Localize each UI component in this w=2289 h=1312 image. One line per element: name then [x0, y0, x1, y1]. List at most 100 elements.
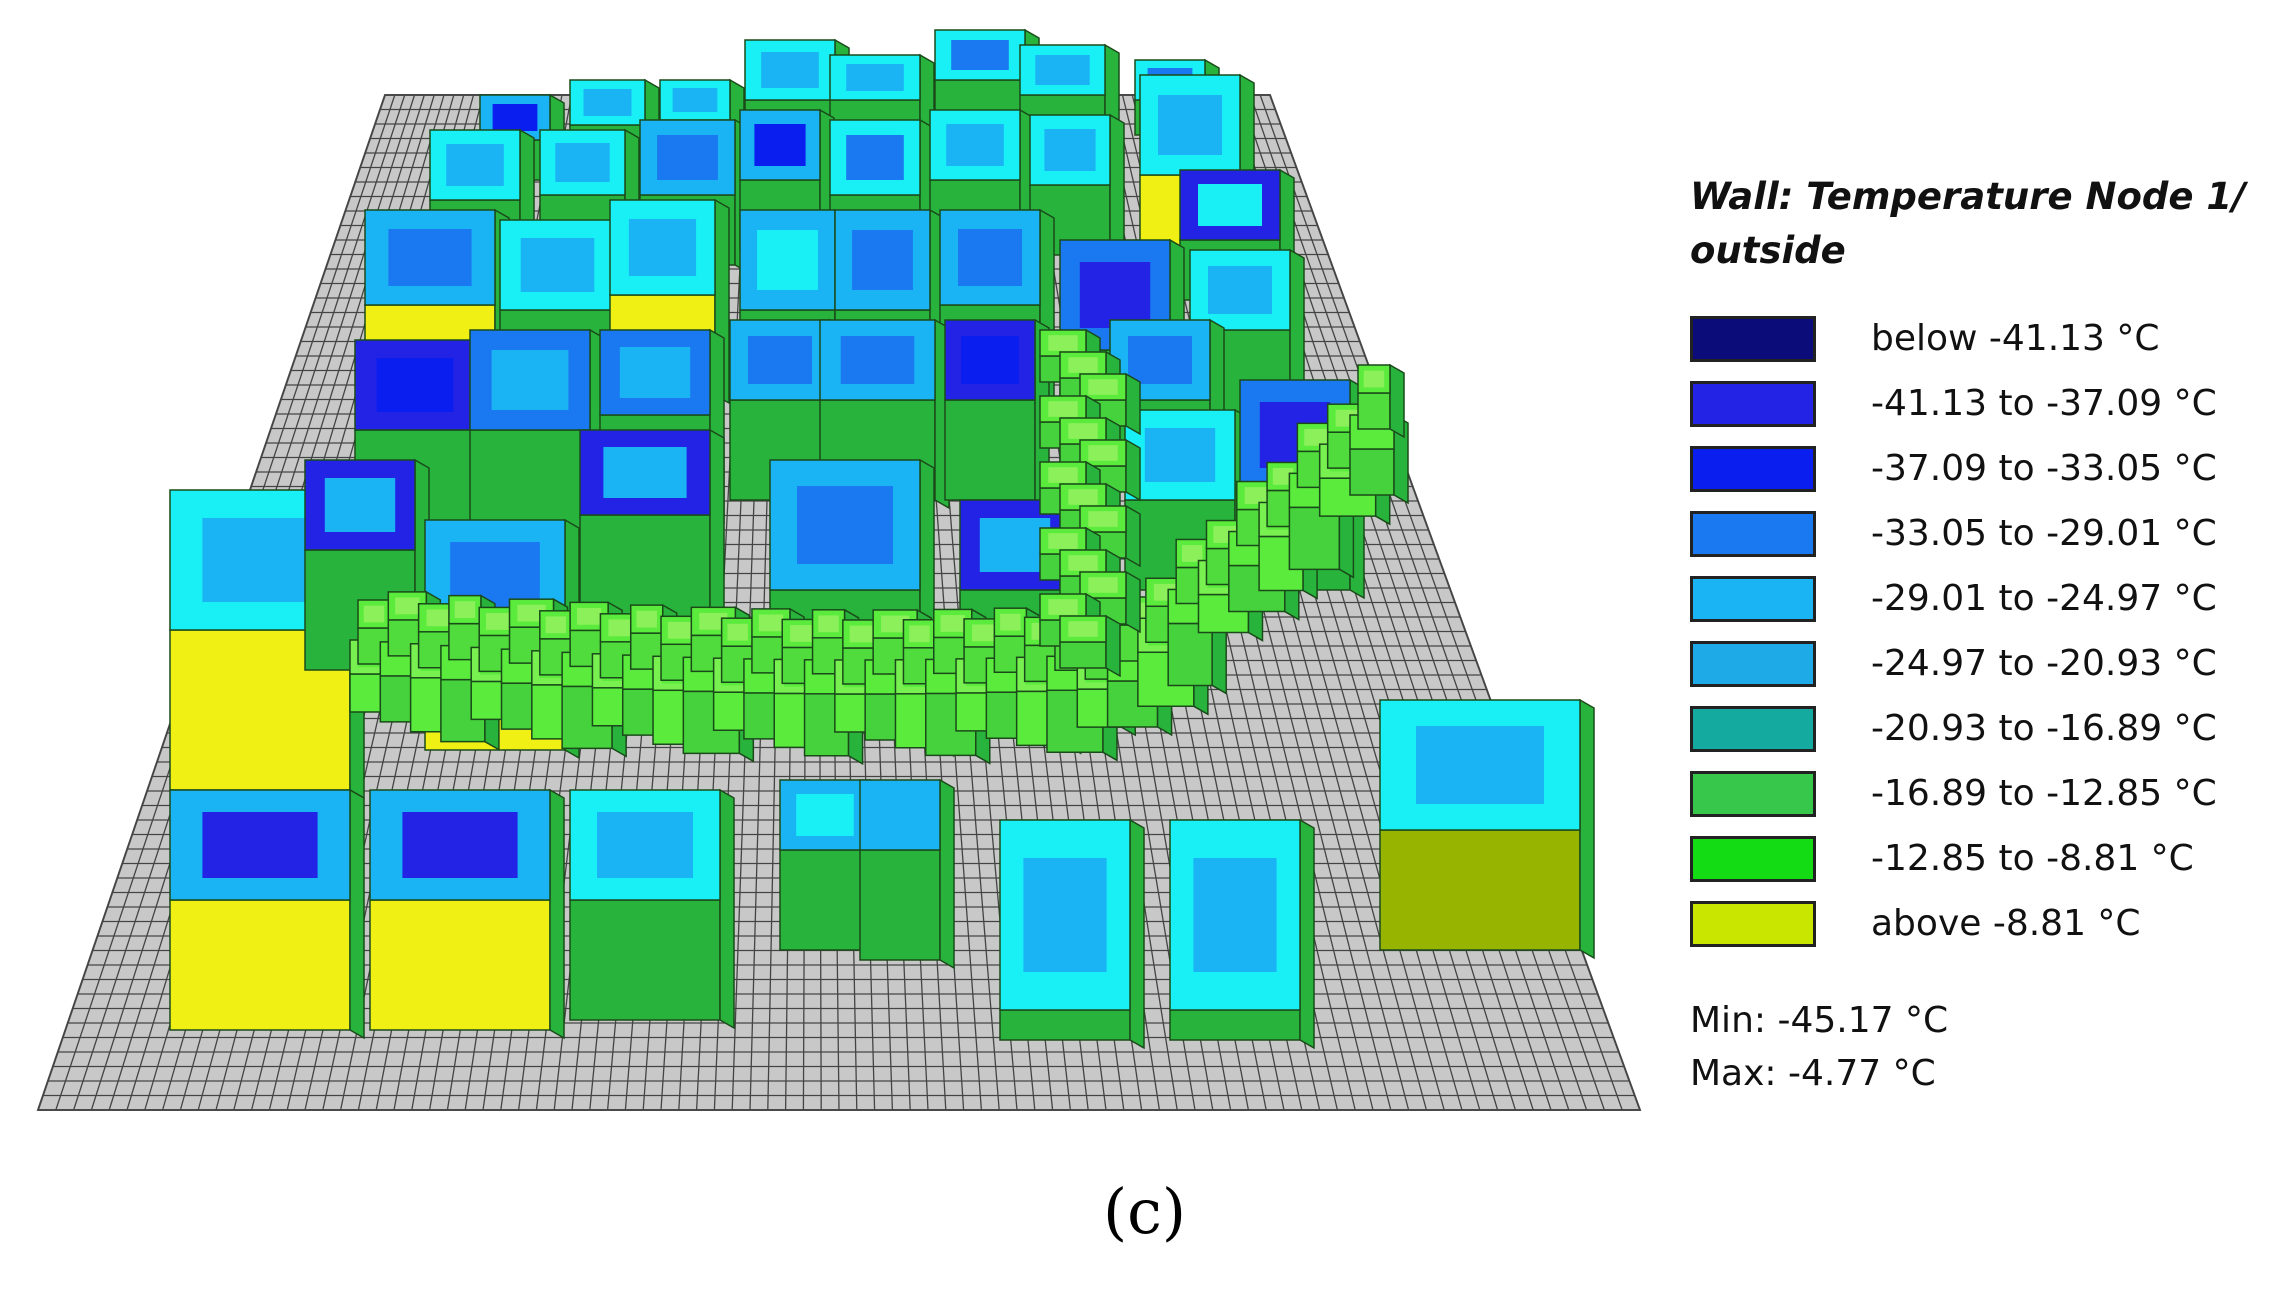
building-side-wall [719, 788, 735, 1030]
building-roof-core [324, 478, 396, 532]
building-roof-core [1363, 370, 1385, 388]
legend-item: below -41.13 °C [1690, 306, 2270, 371]
legend-title: Wall: Temperature Node 1/ outside [1690, 170, 2270, 278]
legend-item: -41.13 to -37.09 °C [1690, 371, 2270, 436]
building-roof-core [1068, 555, 1098, 571]
min-temperature: Min: -45.17 °C [1690, 1000, 1949, 1041]
legend-title-line-1: Wall: Temperature Node 1/ [1690, 175, 2246, 218]
building-block [999, 818, 1145, 1050]
building-roof-core [1048, 533, 1078, 549]
building-roof-core [1023, 858, 1107, 972]
building-side-wall [1389, 363, 1405, 439]
building-roof-core [727, 623, 748, 641]
building-front-wall [1357, 392, 1391, 430]
building-block [859, 778, 955, 970]
building-roof [811, 609, 846, 639]
legend-item: -12.85 to -8.81 °C [1690, 826, 2270, 891]
building-roof-core [1304, 428, 1329, 446]
building-front-wall [1379, 829, 1581, 951]
building-roof-core [1068, 621, 1098, 637]
building-front-wall [469, 429, 591, 531]
building-roof-core [597, 812, 693, 878]
building-roof-core [426, 609, 455, 627]
building-block [569, 788, 735, 1030]
building-roof-core [1088, 445, 1118, 461]
legend-item: -24.97 to -20.93 °C [1690, 631, 2270, 696]
building-roof [729, 319, 831, 401]
building-roof-core [1244, 487, 1273, 504]
building-roof-core [1416, 726, 1544, 804]
building-roof-core [818, 615, 839, 633]
building-front-wall [169, 899, 351, 1031]
building-roof-core [619, 347, 691, 398]
building-roof-core [657, 135, 718, 180]
building-roof-core [1048, 467, 1078, 483]
legend-rows: below -41.13 °C -41.13 to -37.09 °C -37.09… [1690, 306, 2270, 956]
building-roof-core [909, 625, 930, 643]
building-roof-core [846, 135, 904, 180]
building-side-wall [1125, 504, 1141, 568]
building-side-wall [1129, 818, 1145, 1050]
building-roof-core [951, 40, 1009, 70]
building-roof-core [545, 616, 567, 634]
building-roof [779, 779, 871, 851]
building-roof-core [1048, 401, 1078, 417]
building-roof-core [1128, 336, 1192, 384]
building-front-wall [369, 899, 551, 1031]
building-roof-core [608, 619, 637, 637]
legend-item: -16.89 to -12.85 °C [1690, 761, 2270, 826]
legend-item: -29.01 to -24.97 °C [1690, 566, 2270, 631]
building-roof-core [790, 625, 819, 642]
building-roof-core [202, 518, 318, 602]
building-block [1357, 363, 1405, 439]
city-buildings-render [36, 28, 1642, 1111]
building-roof-core [797, 486, 893, 564]
building-roof-core [958, 229, 1022, 286]
building-front-wall [859, 849, 941, 961]
legend-label: below -41.13 °C [1871, 318, 2160, 359]
building-side-wall [349, 788, 365, 1040]
legend-swatch [1690, 835, 1816, 882]
building-roof-core [1048, 599, 1078, 615]
building-front-wall [569, 899, 721, 1021]
building-roof-core [603, 447, 687, 498]
building-side-wall [1299, 818, 1315, 1050]
building-roof-core [758, 614, 784, 632]
building-roof-core [1158, 95, 1222, 155]
building-roof-core [1208, 266, 1272, 314]
building-roof-core [402, 812, 518, 878]
building-roof [1379, 699, 1581, 831]
building-roof-core [454, 601, 476, 619]
building-roof-core [1000, 613, 1021, 631]
legend-swatch [1690, 510, 1816, 557]
building-roof-core [846, 64, 904, 91]
legend-swatch [1690, 640, 1816, 687]
building-roof-core [672, 88, 718, 112]
building-roof-core [1181, 545, 1203, 562]
building-roof-core [1088, 379, 1118, 395]
legend-item: -33.05 to -29.01 °C [1690, 501, 2270, 566]
building-block [944, 318, 1050, 510]
building-side-wall [549, 788, 565, 1040]
building-block [829, 53, 935, 145]
building-roof-core [1272, 468, 1294, 485]
legend-label: -37.09 to -33.05 °C [1871, 448, 2217, 489]
building-roof-core [1144, 428, 1216, 482]
building-roof-core [388, 229, 472, 286]
max-temperature: Max: -4.77 °C [1690, 1053, 1936, 1094]
building-roof-core [486, 613, 511, 630]
building-roof-core [628, 219, 697, 276]
building-front-wall [999, 1009, 1131, 1041]
building-roof-core [1048, 335, 1078, 351]
building-side-wall [1579, 698, 1595, 960]
building-roof-core [1193, 858, 1277, 972]
building-roof [1059, 615, 1107, 643]
building-roof-core [1068, 357, 1098, 373]
legend-label: -33.05 to -29.01 °C [1871, 513, 2217, 554]
building-roof-core [754, 124, 806, 166]
building-roof-core [881, 615, 910, 633]
legend-swatch [1690, 705, 1816, 752]
building-roof-core [874, 794, 926, 836]
building-side-wall [1125, 570, 1141, 634]
building-roof-core [1088, 577, 1118, 593]
